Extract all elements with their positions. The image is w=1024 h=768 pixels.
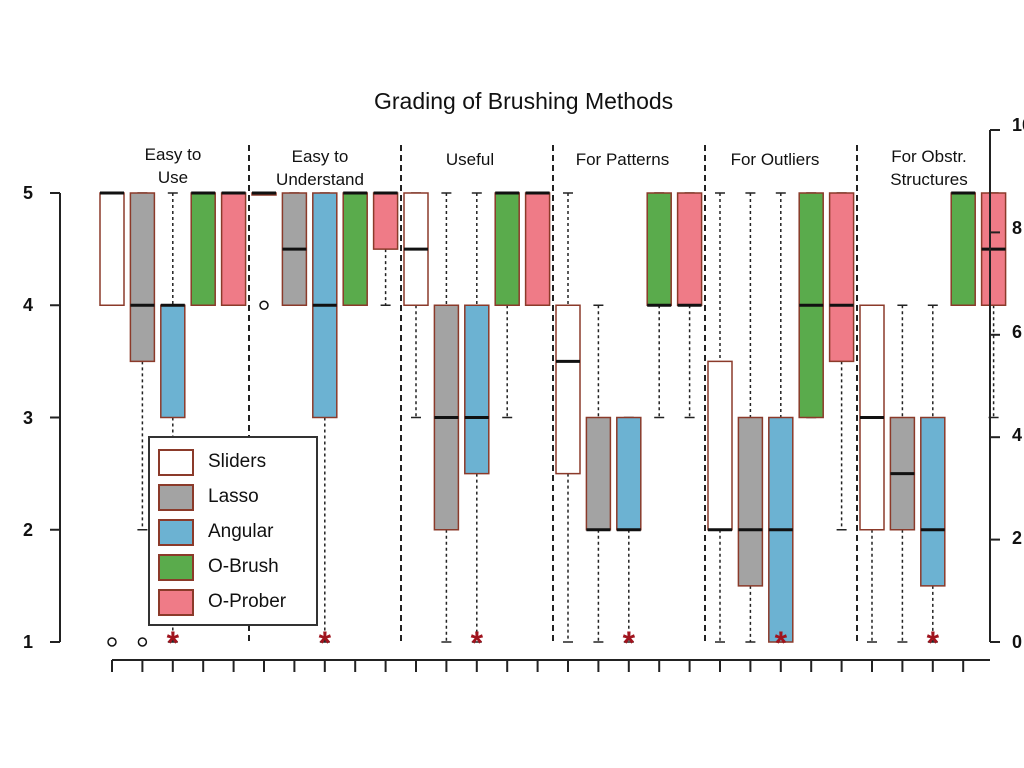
legend-item-angular: Angular: [158, 516, 274, 548]
legend-item-lasso: Lasso: [158, 481, 259, 513]
box-for-patterns-lasso: [585, 416, 612, 531]
legend-swatch: [158, 483, 194, 511]
chart-title: Grading of Brushing Methods: [374, 88, 674, 114]
group-label-useful: Useful: [415, 148, 525, 171]
box-for-outliers-sliders: [707, 360, 733, 531]
group-label-line1: For Outliers: [730, 150, 820, 169]
group-label-line1: For Obstr.: [891, 147, 967, 166]
right-tick-0: 0: [1012, 632, 1023, 652]
axis-layer: [50, 129, 1000, 672]
right-tick-8: 8: [1012, 218, 1023, 238]
box-useful-o-brush: [494, 192, 520, 306]
legend-label: O-Prober: [208, 591, 287, 612]
right-tick-2: 2: [1012, 528, 1023, 548]
legend-label: Lasso: [208, 486, 259, 507]
legend-label: Angular: [208, 521, 274, 542]
significance-star: *: [319, 625, 332, 661]
box-easy-to-use-o-brush: [190, 192, 216, 306]
separator-layer: [248, 145, 858, 642]
box-for-outliers-o-prober: [828, 192, 855, 363]
box-layer: * * * * * *: [99, 191, 1007, 661]
legend-swatch: [158, 448, 194, 476]
group-label-easy-to-use: Easy to Use: [118, 143, 228, 189]
box-for-patterns-angular: [616, 416, 642, 531]
outlier-point: [259, 300, 269, 310]
group-label-for-obstr-structures: For Obstr. Structures: [868, 145, 990, 191]
significance-star: *: [471, 625, 484, 661]
box-easy-to-use-lasso: [129, 192, 156, 363]
group-label-line2: Use: [157, 168, 189, 187]
significance-star: *: [623, 625, 636, 661]
group-label-line1: Easy to: [291, 147, 349, 166]
legend-swatch: [158, 518, 194, 546]
box-useful-o-prober: [524, 192, 551, 306]
y-tick-1: 1: [22, 632, 33, 652]
right-tick-10: 10: [1012, 115, 1024, 135]
legend: Sliders Lasso Angular O-Brush O-Prober: [148, 436, 318, 626]
y-tick-3: 3: [22, 408, 33, 428]
legend-swatch: [158, 588, 194, 616]
box-easy-to-use-angular: [160, 304, 186, 419]
box-for-obstr-structures-o-brush: [950, 192, 976, 306]
box-for-patterns-o-brush: [646, 192, 672, 306]
group-label-easy-to-understand: Easy to Understand: [260, 145, 380, 191]
legend-label: O-Brush: [208, 556, 279, 577]
box-easy-to-understand-o-prober: [372, 192, 399, 250]
y-tick-2: 2: [22, 520, 33, 540]
group-label-for-patterns: For Patterns: [560, 148, 685, 171]
box-easy-to-use-sliders: [99, 192, 125, 306]
box-for-outliers-lasso: [737, 416, 764, 587]
group-label-line1: For Patterns: [575, 150, 670, 169]
legend-item-o-brush: O-Brush: [158, 551, 279, 583]
box-easy-to-use-o-prober: [220, 192, 247, 306]
significance-star: *: [167, 625, 180, 661]
box-easy-to-understand-o-brush: [342, 192, 368, 306]
outlier-point: [107, 637, 117, 647]
legend-item-o-prober: O-Prober: [158, 586, 286, 618]
legend-item-sliders: Sliders: [158, 446, 266, 478]
group-label-line2: Understand: [276, 170, 364, 189]
y-tick-4: 4: [22, 295, 33, 315]
box-for-obstr-structures-angular: [920, 416, 946, 587]
y-tick-5: 5: [22, 183, 33, 203]
legend-label: Sliders: [208, 451, 267, 472]
group-label-line2: Structures: [890, 170, 968, 189]
box-for-patterns-o-prober: [676, 192, 703, 306]
right-tick-6: 6: [1012, 322, 1023, 342]
group-label-line1: Easy to: [144, 145, 202, 164]
significance-star: *: [927, 625, 940, 661]
significance-star: *: [775, 625, 788, 661]
right-tick-4: 4: [1012, 425, 1023, 445]
box-for-patterns-sliders: [555, 304, 581, 475]
legend-swatch: [158, 553, 194, 581]
group-label-line1: Useful: [445, 150, 495, 169]
box-useful-angular: [464, 304, 490, 475]
group-label-for-outliers: For Outliers: [715, 148, 835, 171]
outlier-point: [137, 637, 148, 647]
